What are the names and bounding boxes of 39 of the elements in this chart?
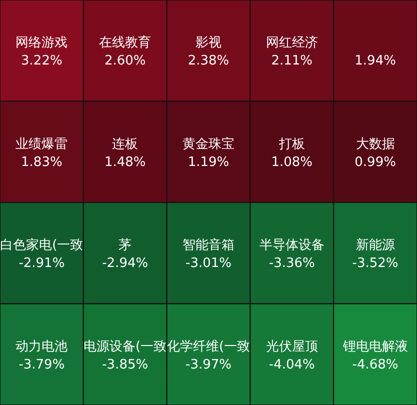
category-label: 动力电池 — [16, 339, 68, 354]
data-label: -4.04% — [268, 357, 315, 372]
category-label: 大数据 — [356, 136, 395, 152]
data-label: -2.91% — [18, 256, 65, 272]
data-label: 1.19% — [188, 154, 230, 170]
category-label: 白色家电(一致 — [0, 237, 84, 254]
data-label: 2.11% — [271, 54, 313, 69]
category-label: 网络游戏 — [16, 36, 68, 51]
data-label: 0.99% — [354, 154, 396, 170]
data-label: -2.94% — [102, 256, 148, 272]
data-label: 3.22% — [21, 54, 62, 69]
category-label: 影视 — [196, 36, 222, 51]
data-label: -4.68% — [352, 357, 398, 372]
data-label: -3.52% — [352, 256, 398, 272]
data-label: 2.38% — [188, 54, 230, 69]
category-label: 打板 — [278, 136, 305, 152]
category-label: 茅 — [118, 238, 132, 254]
category-label: 新能源 — [356, 238, 395, 254]
category-label: 网红经济 — [266, 36, 318, 51]
data-label: 2.60% — [104, 54, 146, 69]
data-label: 1.08% — [271, 154, 313, 170]
data-label: -3.01% — [186, 256, 232, 272]
data-label: 1.83% — [21, 154, 62, 170]
data-label: 1.48% — [104, 154, 146, 170]
category-label: 业绩爆雷 — [16, 136, 68, 152]
category-label: 锂电电解液 — [342, 339, 408, 354]
category-label: 在线教育 — [99, 34, 152, 51]
data-label: -3.97% — [186, 357, 232, 372]
category-label: 半导体设备 — [259, 238, 324, 254]
category-label: 电源设备(一致 — [84, 339, 167, 354]
category-label: 连板 — [112, 136, 138, 152]
data-label: -3.36% — [268, 256, 315, 272]
data-label: -3.79% — [18, 357, 65, 372]
category-label: 智能音箱 — [182, 238, 234, 254]
category-label: 黄金珠宝 — [182, 136, 234, 152]
data-label: 1.94% — [354, 54, 396, 69]
category-label: 光伏屋顶 — [266, 339, 318, 354]
category-label: 化学纤维(一致 — [166, 339, 250, 354]
data-label: -3.85% — [102, 357, 148, 372]
